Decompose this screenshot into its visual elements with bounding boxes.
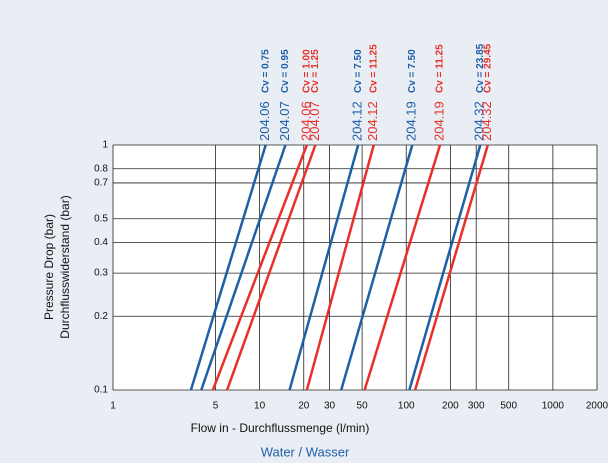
x-tick-label: 1000 xyxy=(542,401,565,412)
x-tick-label: 500 xyxy=(500,401,517,412)
series-line xyxy=(225,144,317,391)
x-tick-label: 50 xyxy=(357,401,369,412)
y-axis-label: Durchflusswiderstand (bar) xyxy=(58,195,72,338)
series-name: 204.12 xyxy=(365,101,380,141)
x-axis-label: Flow in - Durchflussmenge (l/min) xyxy=(191,421,370,435)
series-line xyxy=(288,144,360,391)
series-line xyxy=(189,144,267,391)
series-note: Cv = 1.00 xyxy=(302,49,313,93)
series-name: 204.07 xyxy=(307,101,322,141)
series-name: 204.19 xyxy=(404,101,419,141)
series-note: Cv = 23.85 xyxy=(475,43,486,93)
series-line xyxy=(413,144,490,391)
series-note: Cv = 7.50 xyxy=(407,49,418,93)
y-tick-label: 0.3 xyxy=(94,268,108,279)
series-note: Cv = 1.25 xyxy=(310,49,321,93)
x-tick-label: 1 xyxy=(110,401,116,412)
x-tick-label: 100 xyxy=(398,401,415,412)
series-name: 204.06 xyxy=(257,101,272,141)
x-tick-label: 2000 xyxy=(586,401,608,412)
series-name: 204.12 xyxy=(350,101,365,141)
y-tick-label: 0.2 xyxy=(94,311,108,322)
series-note: Cv = 11.25 xyxy=(435,44,446,93)
series-note: Cv = 7.50 xyxy=(353,49,364,93)
y-tick-label: 0.5 xyxy=(94,213,108,224)
plot-area xyxy=(113,145,597,390)
series-line xyxy=(305,144,375,391)
footer: Water / Wasser xyxy=(261,444,350,459)
series-name: 204.19 xyxy=(431,101,446,141)
series-name: 204.07 xyxy=(277,101,292,141)
x-tick-label: 20 xyxy=(298,401,310,412)
x-tick-label: 30 xyxy=(324,401,336,412)
series-note: Cv = 0.95 xyxy=(280,49,291,93)
y-tick-label: 0.7 xyxy=(94,178,108,189)
series-name: 204.06 xyxy=(298,101,313,141)
x-tick-label: 200 xyxy=(442,401,459,412)
series-line xyxy=(200,144,287,391)
y-tick-label: 0.8 xyxy=(94,163,108,174)
series-note: Cv = 0.75 xyxy=(260,49,271,93)
series-note: Cv = 11.25 xyxy=(368,44,379,93)
y-tick-label: 1 xyxy=(102,140,108,151)
series-line xyxy=(408,144,482,391)
y-axis-label: Pressure Drop (bar) xyxy=(42,214,56,320)
series-note: Cv = 29.45 xyxy=(482,43,493,93)
x-tick-label: 300 xyxy=(468,401,485,412)
series-line xyxy=(211,144,309,391)
x-tick-label: 5 xyxy=(213,401,219,412)
series-line xyxy=(339,144,414,391)
series-line xyxy=(363,144,442,391)
y-tick-label: 0.1 xyxy=(94,385,108,396)
y-tick-label: 0.4 xyxy=(94,237,108,248)
x-tick-label: 10 xyxy=(254,401,266,412)
series-name: 204.32 xyxy=(472,101,487,141)
series-name: 204.32 xyxy=(479,101,494,141)
